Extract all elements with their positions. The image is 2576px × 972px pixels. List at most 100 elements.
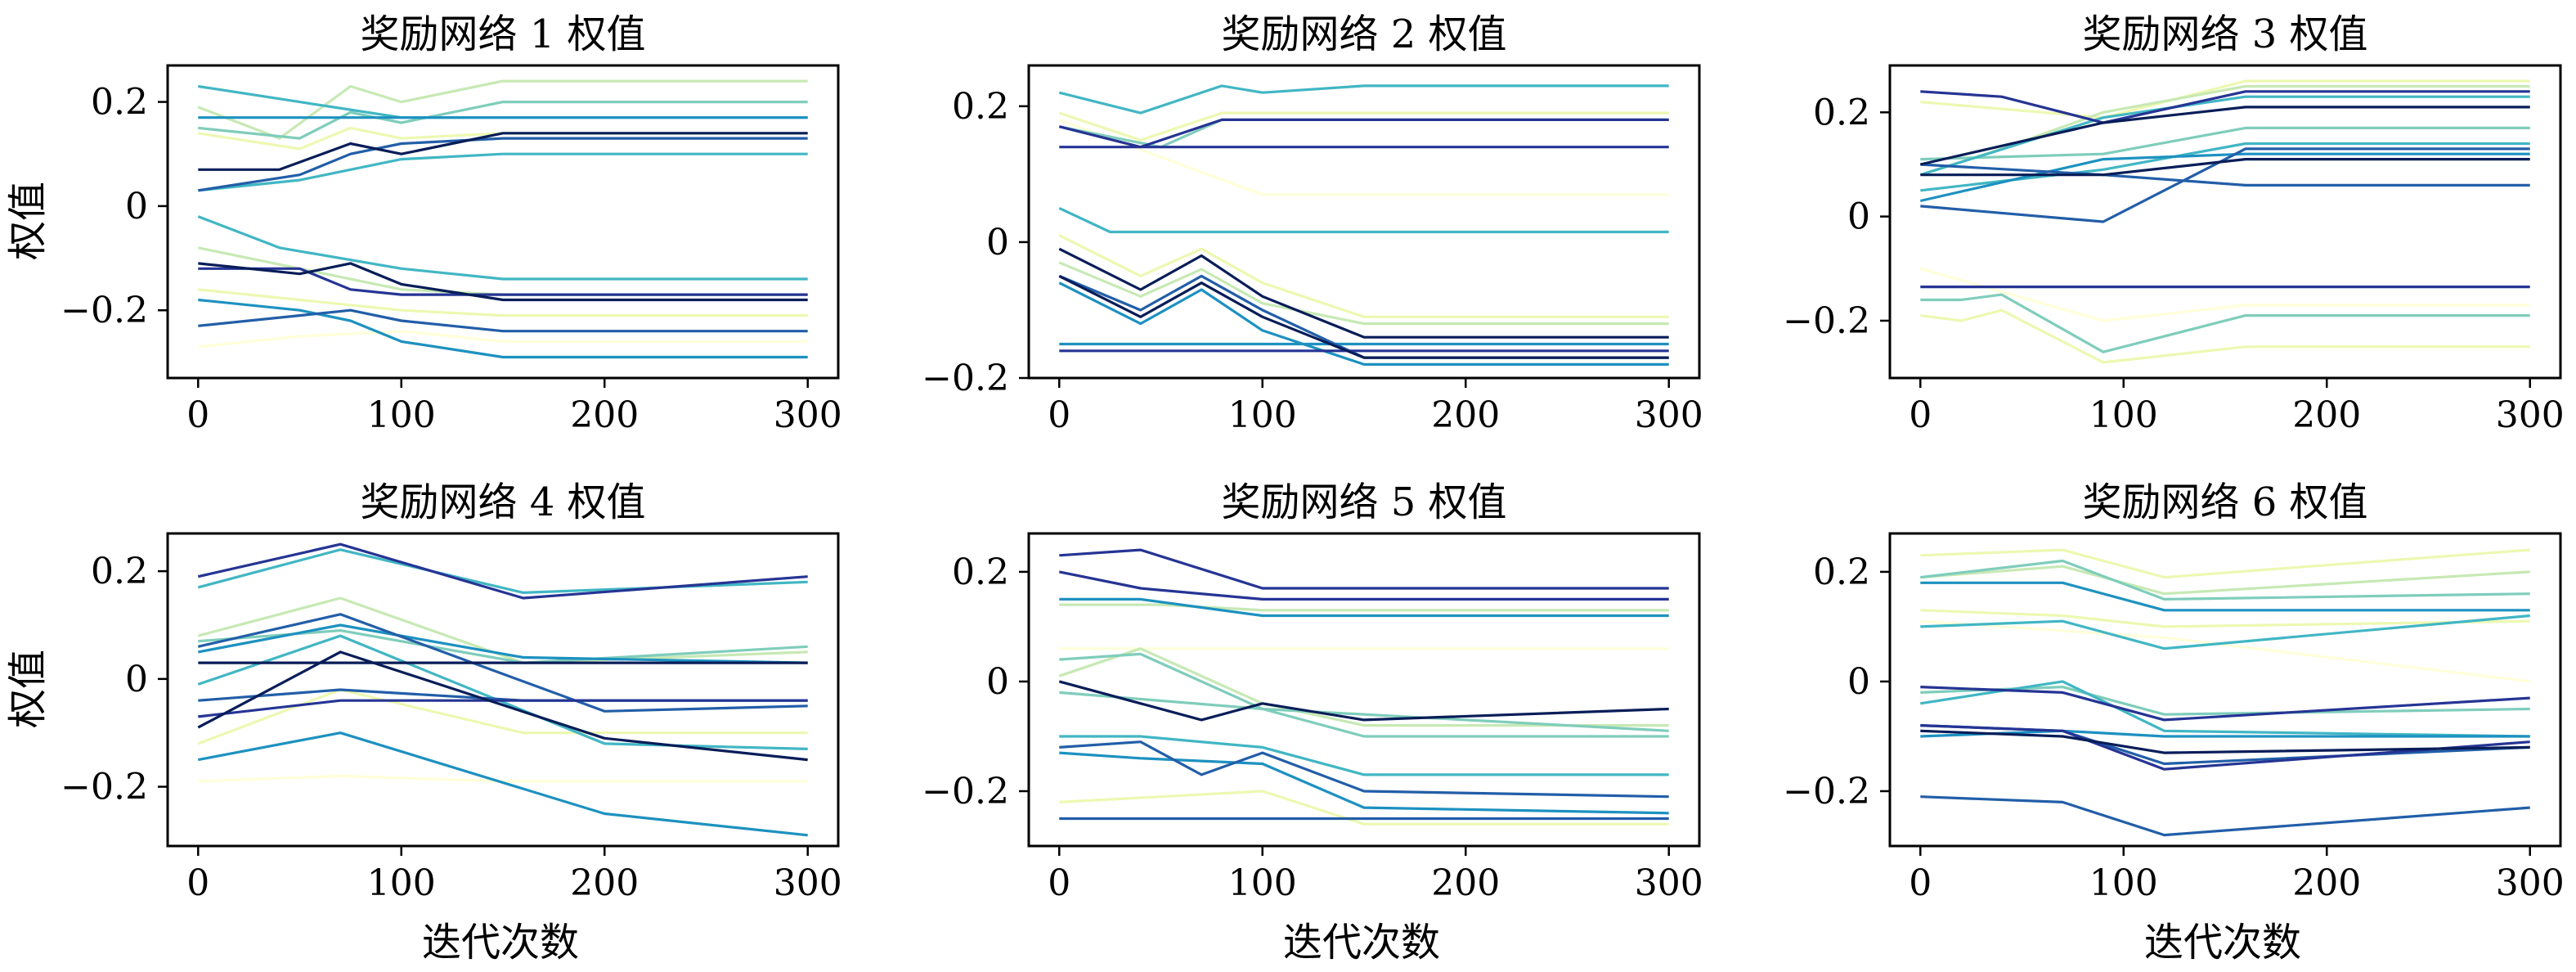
- series-line-7: [198, 731, 808, 837]
- x-tick-label: 100: [2089, 394, 2158, 436]
- series-line-10: [1920, 163, 2530, 187]
- series-line-15: [1920, 729, 2530, 754]
- y-tick-label: 0.2: [91, 82, 148, 124]
- series-line-6: [1059, 691, 1669, 732]
- series-line-12: [198, 699, 808, 718]
- series-line-12: [1059, 548, 1669, 590]
- series-line-6: [1920, 126, 2530, 161]
- series-line-9: [1059, 597, 1669, 618]
- series-line-2: [197, 688, 808, 745]
- x-tick-label: 100: [367, 394, 436, 436]
- series-line-11: [197, 542, 808, 600]
- x-tick-label: 300: [774, 862, 842, 904]
- x-tick-label: 0: [1048, 394, 1070, 436]
- subplot-6: 0 100 200 300 0.2 0 −0.2 奖励网络 6 权值: [1783, 479, 2565, 904]
- y-tick-label: 0: [1847, 661, 1870, 703]
- subplot-title: 奖励网络 1 权值: [360, 11, 645, 57]
- series-group: [197, 542, 808, 837]
- series-line-9: [198, 152, 808, 192]
- x-tick-label: 100: [2089, 862, 2158, 904]
- series-line-7: [1058, 84, 1669, 115]
- y-tick-label: 0.2: [1813, 551, 1870, 593]
- x-tick-label: 0: [186, 862, 209, 904]
- series-line-14: [198, 267, 808, 296]
- x-tick-label: 0: [1048, 862, 1070, 904]
- x-axis-label-col-2: 迭代次数: [1283, 920, 1440, 965]
- y-tick-label: 0.2: [1813, 92, 1870, 133]
- y-tick-label: −0.2: [1783, 300, 1870, 342]
- subplot-3: 0 100 200 300 0.2 0 −0.2 奖励网络 3 权值: [1783, 11, 2565, 436]
- series-line-14: [1058, 680, 1669, 722]
- series-line-5: [1920, 293, 2530, 353]
- x-tick-label: 200: [2292, 394, 2361, 436]
- y-axis-label-row-2: 权值: [5, 650, 51, 728]
- y-tick-label: −0.2: [61, 290, 148, 331]
- series-line-4: [1058, 261, 1669, 326]
- x-tick-label: 300: [1635, 394, 1703, 436]
- series-line-5: [197, 246, 808, 296]
- series-line-13: [1920, 724, 2530, 771]
- x-axis-label-col-3: 迭代次数: [2144, 920, 2301, 965]
- y-tick-label: −0.2: [922, 771, 1009, 812]
- y-tick-label: 0: [1847, 196, 1870, 238]
- series-line-13: [197, 650, 808, 762]
- subplot-2: 0 100 200 300 0.2 0 −0.2 奖励网络 2 权值: [922, 11, 1703, 436]
- series-line-2: [1058, 234, 1669, 318]
- x-axis-label-col-1: 迭代次数: [422, 920, 579, 965]
- subplot-title: 奖励网络 4 权值: [360, 479, 645, 525]
- x-tick-label: 200: [1431, 394, 1500, 436]
- y-tick-label: −0.2: [61, 767, 148, 808]
- series-line-13: [1058, 570, 1669, 601]
- series-line-1: [1058, 118, 1669, 196]
- series-line-13: [198, 308, 808, 333]
- series-line-14: [1058, 247, 1669, 339]
- subplot-4: 0 100 200 300 0.2 0 −0.2 奖励网络 4 权值: [61, 479, 842, 904]
- y-tick-label: −0.2: [922, 358, 1009, 399]
- plot-frame: [166, 532, 840, 848]
- subplot-title: 奖励网络 6 权值: [2082, 479, 2367, 525]
- series-line-15: [1058, 274, 1669, 359]
- series-line-11: [198, 298, 808, 359]
- x-tick-label: 100: [367, 862, 436, 904]
- series-line-2: [1920, 308, 2530, 364]
- series-group: [1920, 548, 2530, 837]
- series-line-8: [198, 623, 808, 664]
- x-tick-label: 300: [774, 394, 842, 436]
- series-line-1: [1920, 619, 2530, 683]
- plot-frame: [1888, 532, 2562, 848]
- series-line-1: [198, 774, 808, 783]
- series-line-10: [1920, 581, 2530, 612]
- subplot-title: 奖励网络 2 权值: [1221, 11, 1506, 57]
- series-line-3: [198, 288, 808, 317]
- y-tick-label: 0.2: [91, 551, 148, 592]
- series-group: [197, 79, 808, 359]
- series-line-14: [1920, 686, 2530, 722]
- y-axis-label-row-1: 权值: [5, 182, 51, 260]
- x-tick-label: 200: [570, 394, 639, 436]
- plot-frame: [1027, 532, 1701, 848]
- series-line-7: [1059, 735, 1669, 776]
- subplot-title: 奖励网络 5 权值: [1221, 479, 1506, 525]
- series-line-4: [1920, 565, 2530, 596]
- series-line-11: [1058, 118, 1669, 149]
- x-tick-label: 200: [1431, 862, 1500, 904]
- series-group: [1058, 548, 1669, 826]
- series-line-2: [1059, 790, 1669, 826]
- series-line-6: [1920, 559, 2530, 601]
- series-line-6: [197, 634, 808, 750]
- series-line-14: [1919, 106, 2530, 166]
- subplot-5: 0 100 200 300 0.2 0 −0.2 奖励网络 5 权值: [922, 479, 1703, 904]
- x-tick-label: 300: [2496, 394, 2565, 436]
- series-line-9: [1919, 152, 2530, 203]
- y-tick-label: 0: [125, 186, 148, 227]
- series-line-8: [1059, 751, 1669, 815]
- y-tick-label: 0.2: [952, 551, 1009, 593]
- x-tick-label: 300: [2496, 862, 2565, 904]
- plot-frame: [166, 64, 840, 380]
- series-group: [1058, 84, 1669, 366]
- y-tick-label: 0: [125, 659, 148, 700]
- x-tick-label: 0: [1909, 394, 1932, 436]
- x-tick-label: 300: [1635, 862, 1703, 904]
- series-line-11: [1920, 147, 2530, 223]
